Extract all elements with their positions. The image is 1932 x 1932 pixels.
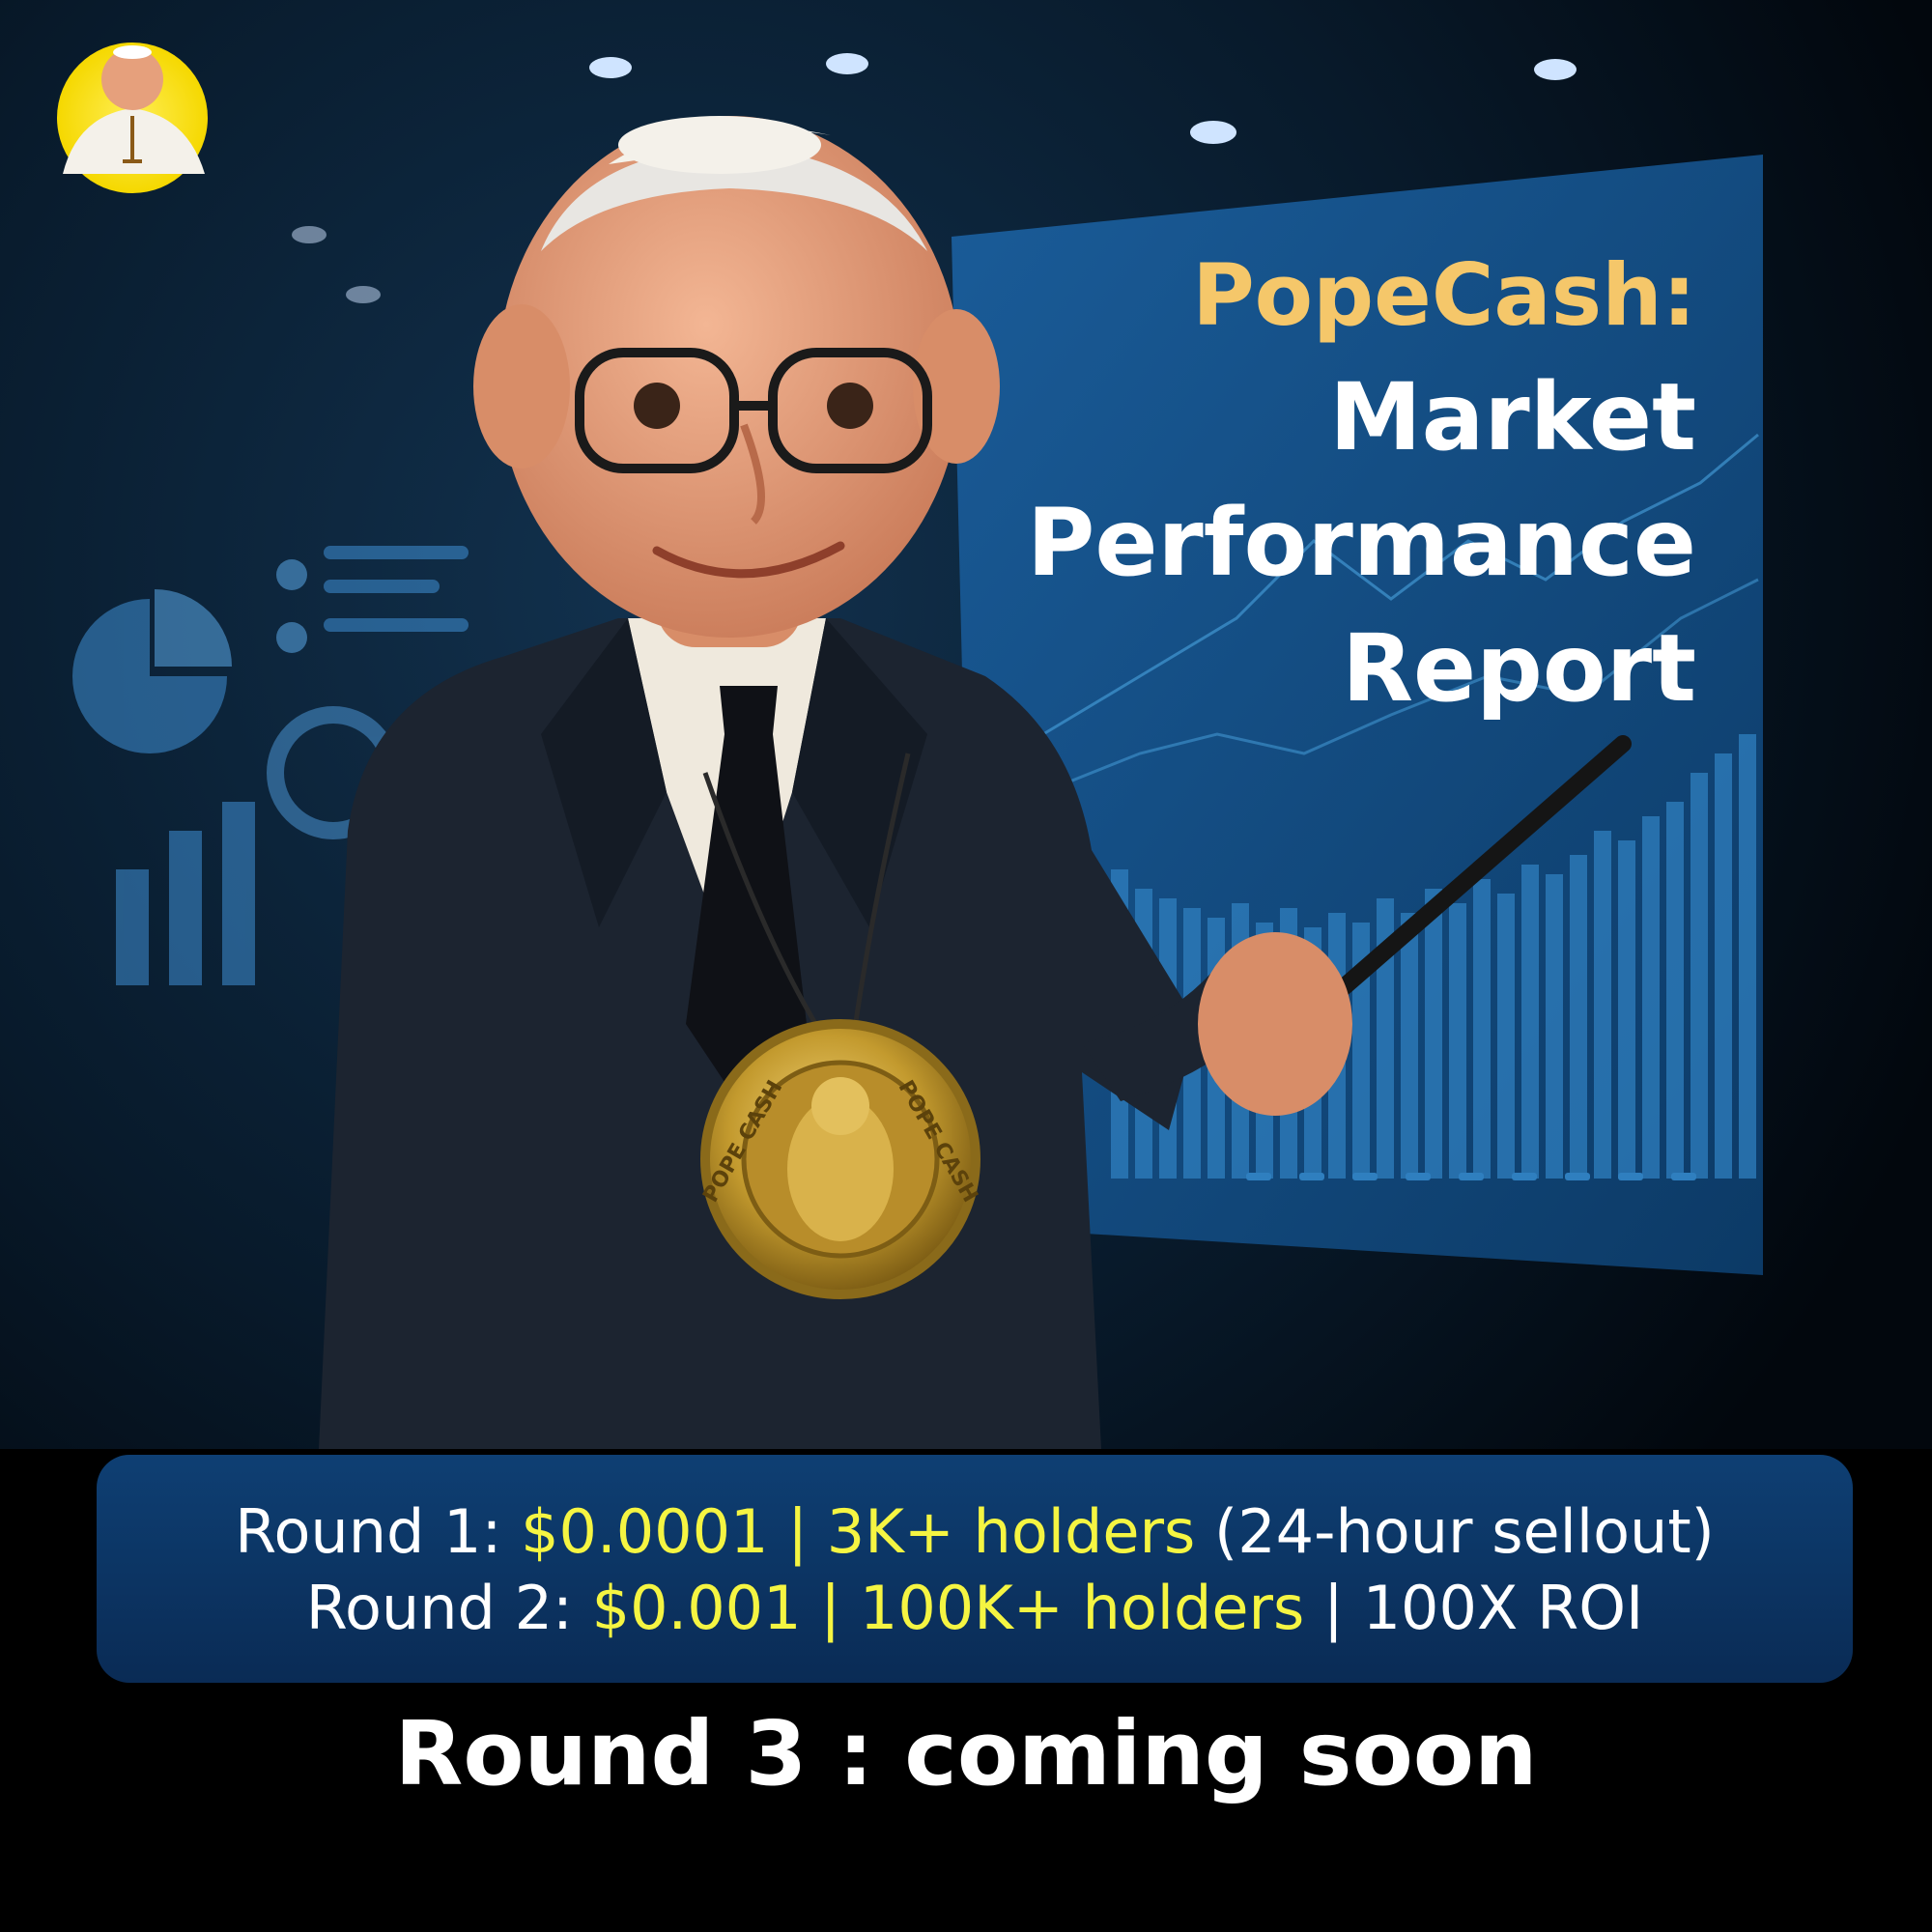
nose [740, 423, 765, 525]
glasses-icon [575, 348, 932, 473]
smile [652, 541, 845, 579]
lapel-left [541, 618, 667, 927]
ear-left [473, 304, 570, 469]
lapel-right [792, 618, 927, 927]
headline-line-report: Report [1342, 614, 1696, 723]
round-1-price: $0.0001 | 3K+ holders [521, 1496, 1196, 1567]
eye-right [827, 383, 873, 429]
round-1-line: Round 1: $0.0001 | 3K+ holders (24-hour … [97, 1493, 1853, 1570]
screen-trend-line [1042, 433, 1759, 736]
ceiling-light [346, 286, 381, 303]
round-2-line: Round 2: $0.001 | 100K+ holders | 100X R… [97, 1570, 1853, 1646]
ceiling-light [1534, 59, 1577, 80]
popecash-medal [700, 1019, 980, 1299]
ceiling-light [589, 57, 632, 78]
brand-logo [57, 43, 208, 193]
eye-left [634, 383, 680, 429]
round-3-footer: Round 3 : coming soon [394, 1702, 1538, 1805]
ear-right [913, 309, 1000, 464]
ceiling-light [1190, 121, 1236, 144]
ceiling-light [292, 226, 327, 243]
headline: PopeCash: Market Performance Report [827, 245, 1696, 723]
pope-avatar-icon [101, 48, 163, 110]
tie [686, 686, 807, 1111]
rounds-info-box: Round 1: $0.0001 | 3K+ holders (24-hour … [97, 1455, 1853, 1683]
screen-trend-line [1042, 578, 1759, 794]
headline-line-market: Market [1329, 363, 1696, 471]
screen-axis-ticks [1246, 1173, 1696, 1180]
ceiling-light [826, 53, 868, 74]
round-2-roi: | 100X ROI [1323, 1573, 1644, 1644]
round-2-price: $0.001 | 100K+ holders [591, 1573, 1305, 1644]
round-2-label: Round 2: [305, 1573, 573, 1644]
headline-brand: PopeCash: [1192, 245, 1696, 345]
character: POPE CASH POPE CASH [319, 116, 1632, 1449]
zucchetto [618, 116, 821, 174]
round-1-note: (24-hour sellout) [1214, 1496, 1715, 1567]
background-dashboard [72, 546, 469, 985]
ceiling-lights [292, 53, 1577, 303]
hand [1198, 932, 1352, 1116]
round-1-label: Round 1: [235, 1496, 502, 1567]
hair [541, 145, 927, 251]
medal-figure-icon [787, 1096, 894, 1241]
headline-line-performance: Performance [1026, 489, 1696, 597]
